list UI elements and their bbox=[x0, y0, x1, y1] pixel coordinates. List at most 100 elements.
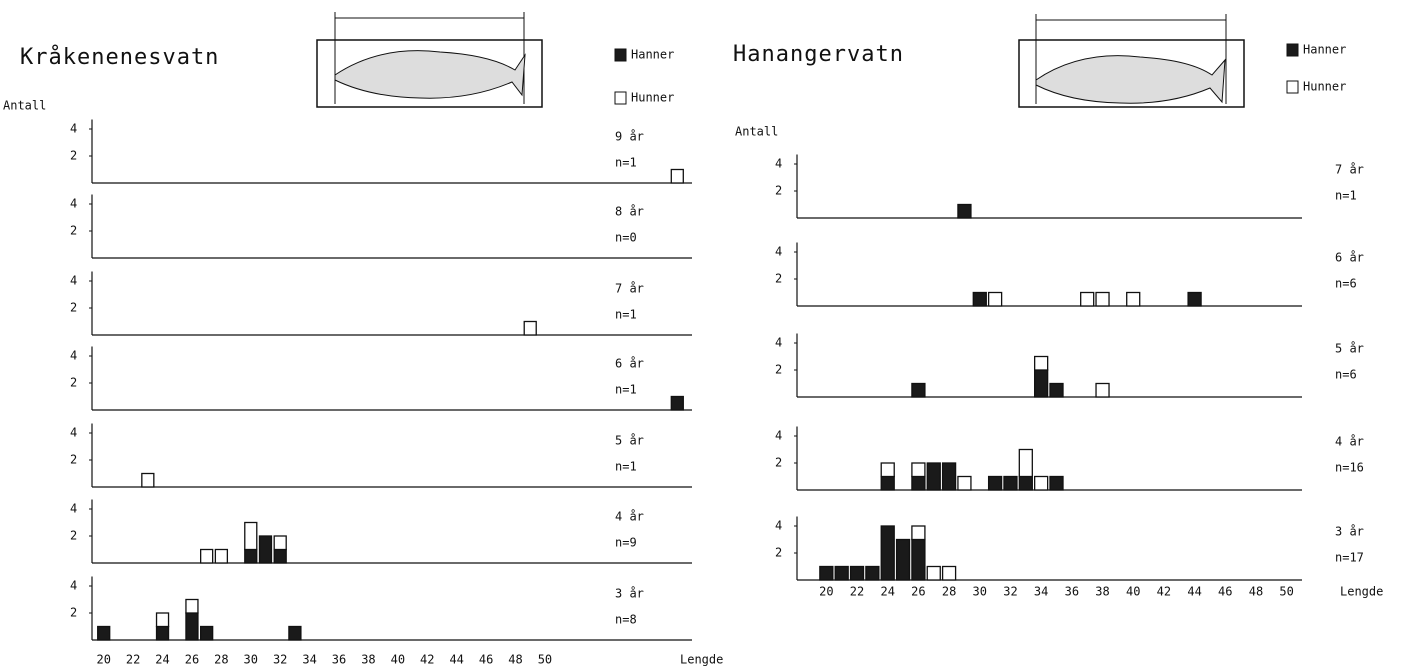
panel-label: 5 år bbox=[615, 434, 644, 448]
x-tick-label: 44 bbox=[449, 653, 463, 667]
y-tick-label: 2 bbox=[70, 529, 77, 543]
bar-segment bbox=[941, 462, 957, 491]
y-tick-label: 4 bbox=[70, 426, 77, 440]
bar-segment bbox=[926, 462, 941, 491]
panel-n: n=1 bbox=[615, 156, 637, 170]
y-axis-label: Antall bbox=[735, 125, 778, 139]
panel-n: n=8 bbox=[615, 613, 637, 627]
y-tick-label: 2 bbox=[775, 546, 782, 560]
bar-segment bbox=[926, 565, 941, 581]
x-tick-label: 36 bbox=[1065, 585, 1079, 599]
bar-segment bbox=[911, 382, 926, 398]
bar-segment bbox=[987, 475, 1003, 491]
x-tick-label: 38 bbox=[361, 653, 375, 667]
x-tick-label: 48 bbox=[1249, 585, 1263, 599]
x-tick-label: 34 bbox=[302, 653, 316, 667]
x-tick-label: 34 bbox=[1034, 585, 1048, 599]
bar-segment bbox=[911, 525, 926, 541]
bar-segment bbox=[834, 565, 849, 581]
x-tick-label: 22 bbox=[126, 653, 140, 667]
x-tick-label: 46 bbox=[1218, 585, 1232, 599]
y-tick-label: 2 bbox=[775, 184, 782, 198]
bar-segment bbox=[244, 548, 258, 564]
x-tick-label: 42 bbox=[1157, 585, 1171, 599]
x-tick-label: 30 bbox=[244, 653, 258, 667]
bar-segment bbox=[258, 535, 273, 564]
bar-segment bbox=[895, 538, 911, 581]
bar-segment bbox=[1049, 382, 1064, 398]
bar-segment bbox=[1095, 382, 1110, 398]
bar-segment bbox=[200, 548, 214, 564]
y-tick-label: 2 bbox=[775, 456, 782, 470]
y-tick-label: 2 bbox=[70, 149, 77, 163]
bar-segment bbox=[849, 565, 865, 581]
bar-segment bbox=[819, 565, 834, 581]
bar-segment bbox=[155, 625, 170, 641]
x-tick-label: 22 bbox=[850, 585, 864, 599]
bar-segment bbox=[1126, 291, 1141, 307]
x-tick-label: 42 bbox=[420, 653, 434, 667]
y-tick-label: 4 bbox=[70, 349, 77, 363]
bar-segment bbox=[1095, 291, 1110, 307]
bar-segment bbox=[957, 203, 972, 219]
panel-label: 4 år bbox=[1335, 435, 1364, 449]
bar-segment bbox=[273, 548, 287, 564]
panel-label: 6 år bbox=[615, 357, 644, 371]
x-tick-label: 30 bbox=[973, 585, 987, 599]
y-tick-label: 2 bbox=[70, 453, 77, 467]
panel-label: 4 år bbox=[615, 510, 644, 524]
x-axis-label: Lengde bbox=[1340, 585, 1383, 599]
bar-segment bbox=[185, 612, 199, 641]
y-tick-label: 2 bbox=[775, 272, 782, 286]
bar-segment bbox=[1018, 448, 1033, 478]
chart-title: Kråkenenesvatn bbox=[20, 44, 219, 70]
y-tick-label: 2 bbox=[70, 606, 77, 620]
panel-n: n=1 bbox=[1335, 189, 1357, 203]
bar-segment bbox=[880, 525, 895, 581]
y-tick-label: 4 bbox=[70, 502, 77, 516]
x-tick-label: 28 bbox=[942, 585, 956, 599]
x-tick-label: 40 bbox=[1126, 585, 1140, 599]
bar-segment bbox=[880, 462, 895, 478]
x-tick-label: 20 bbox=[819, 585, 833, 599]
legend-swatch bbox=[1286, 80, 1299, 94]
panel-n: n=0 bbox=[615, 231, 637, 245]
bar-segment bbox=[1003, 475, 1018, 491]
panel-n: n=1 bbox=[615, 460, 637, 474]
panel-label: 3 år bbox=[1335, 525, 1364, 539]
y-tick-label: 4 bbox=[775, 157, 782, 171]
x-tick-label: 24 bbox=[155, 653, 169, 667]
bar-segment bbox=[1034, 369, 1049, 398]
bar-segment bbox=[1080, 291, 1095, 307]
panel-n: n=1 bbox=[615, 383, 637, 397]
legend-swatch bbox=[614, 91, 627, 105]
y-tick-label: 4 bbox=[70, 122, 77, 136]
bar-segment bbox=[972, 291, 987, 307]
bar-segment bbox=[288, 625, 302, 641]
x-tick-label: 50 bbox=[1279, 585, 1293, 599]
bar-segment bbox=[987, 291, 1003, 307]
x-tick-label: 26 bbox=[911, 585, 925, 599]
bar-segment bbox=[1187, 291, 1202, 307]
legend-label: Hunner bbox=[631, 91, 674, 105]
x-tick-label: 40 bbox=[391, 653, 405, 667]
bar-segment bbox=[155, 612, 170, 628]
bar-segment bbox=[941, 565, 957, 581]
bar-segment bbox=[1049, 475, 1064, 491]
panel-n: n=9 bbox=[615, 536, 637, 550]
y-tick-label: 4 bbox=[70, 197, 77, 211]
y-tick-label: 2 bbox=[70, 224, 77, 238]
y-tick-label: 4 bbox=[775, 429, 782, 443]
x-tick-label: 20 bbox=[96, 653, 110, 667]
x-tick-label: 32 bbox=[273, 653, 287, 667]
panel-label: 8 år bbox=[615, 205, 644, 219]
x-tick-label: 50 bbox=[538, 653, 552, 667]
bar-segment bbox=[911, 462, 926, 478]
panel-label: 5 år bbox=[1335, 342, 1364, 356]
bar-segment bbox=[911, 475, 926, 491]
bar-segment bbox=[911, 538, 926, 581]
x-tick-label: 24 bbox=[880, 585, 894, 599]
bar-segment bbox=[880, 475, 895, 491]
y-tick-label: 4 bbox=[775, 245, 782, 259]
y-tick-label: 2 bbox=[70, 376, 77, 390]
